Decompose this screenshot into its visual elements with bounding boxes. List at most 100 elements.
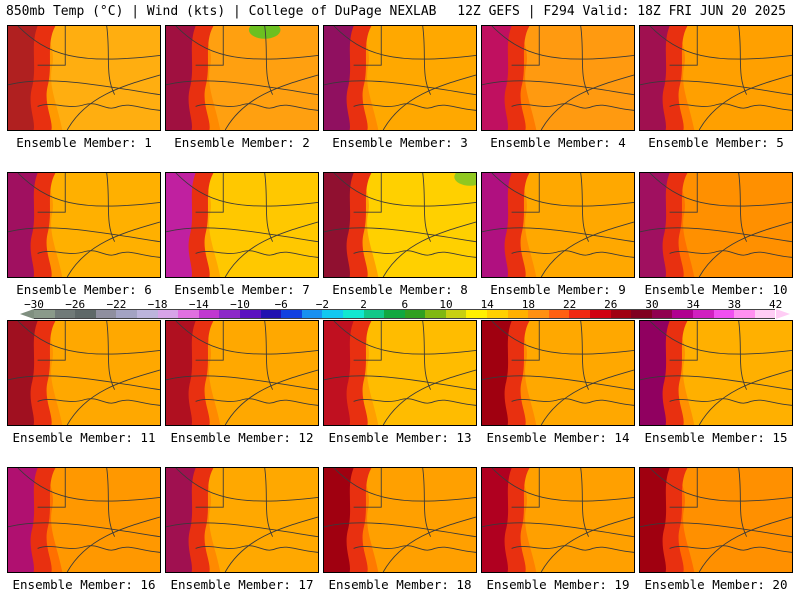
colorbar-min-arrow xyxy=(20,309,34,319)
ensemble-map-panel xyxy=(481,320,635,426)
colorbar-cell xyxy=(528,310,549,318)
colorbar-cell xyxy=(342,310,364,318)
colorbar-tick-label: −2 xyxy=(315,298,330,311)
colorbar-tick-label: −10 xyxy=(230,298,250,311)
colorbar-cell xyxy=(445,310,467,318)
temperature-map xyxy=(640,468,792,572)
colorbar-cell xyxy=(734,310,755,318)
colorbar-cell xyxy=(569,310,591,318)
ensemble-member-caption: Ensemble Member: 10 xyxy=(644,282,788,297)
ensemble-map-panel xyxy=(7,25,161,131)
ensemble-map-panel xyxy=(7,467,161,573)
colorbar-cell xyxy=(260,310,282,318)
ensemble-map-panel xyxy=(481,25,635,131)
colorbar-cell xyxy=(466,310,488,318)
ensemble-map-panel xyxy=(639,467,793,573)
ensemble-member-caption: Ensemble Member: 3 xyxy=(332,135,468,150)
ensemble-member-caption: Ensemble Member: 17 xyxy=(170,577,314,592)
temperature-map xyxy=(324,321,476,425)
temperature-map xyxy=(8,468,160,572)
temperature-map xyxy=(166,173,318,277)
colorbar-cell xyxy=(136,310,158,318)
colorbar-cell xyxy=(713,310,735,318)
colorbar-cell xyxy=(157,310,179,318)
temperature-colorbar: −30 −26 −22 −18 −14 −10 −6 −2 2 6 10 14 18 22 26 30 34 38… xyxy=(10,298,790,320)
ensemble-member-caption: Ensemble Member: 7 xyxy=(174,282,310,297)
colorbar-cell xyxy=(198,310,220,318)
colorbar-cell xyxy=(322,310,343,318)
ensemble-member-caption: Ensemble Member: 18 xyxy=(328,577,472,592)
ensemble-map-panel xyxy=(165,320,319,426)
colorbar-cell xyxy=(34,310,55,318)
temperature-map xyxy=(482,173,634,277)
colorbar-tick-label: 10 xyxy=(439,298,453,311)
ensemble-member-caption: Ensemble Member: 20 xyxy=(644,577,788,592)
colorbar-cell xyxy=(116,310,137,318)
temperature-map xyxy=(640,173,792,277)
colorbar-tick-label: 42 xyxy=(768,298,783,311)
ensemble-map-panel xyxy=(639,25,793,131)
temperature-map xyxy=(324,26,476,130)
ensemble-map-panel xyxy=(7,172,161,278)
temperature-map xyxy=(482,468,634,572)
ensemble-map-panel xyxy=(323,320,477,426)
ensemble-map-panel xyxy=(481,467,635,573)
ensemble-map-panel xyxy=(165,25,319,131)
colorbar-cell xyxy=(507,310,529,318)
temperature-map xyxy=(324,173,476,277)
colorbar-cell xyxy=(651,310,673,318)
temperature-map xyxy=(166,321,318,425)
colorbar-cell xyxy=(54,310,76,318)
colorbar-cell xyxy=(425,310,446,318)
colorbar-cell xyxy=(754,310,776,318)
colorbar-cell xyxy=(487,310,508,318)
colorbar-tick-label: 14 xyxy=(480,298,494,311)
ensemble-member-caption: Ensemble Member: 11 xyxy=(12,430,156,445)
colorbar-strip xyxy=(34,309,776,319)
ensemble-member-caption: Ensemble Member: 8 xyxy=(332,282,468,297)
ensemble-member-caption: Ensemble Member: 16 xyxy=(12,577,156,592)
ensemble-map-panel xyxy=(481,172,635,278)
colorbar-cell xyxy=(301,310,323,318)
colorbar-max-arrow xyxy=(775,309,790,319)
colorbar-cell xyxy=(590,310,611,318)
colorbar-cell xyxy=(610,310,632,318)
temperature-map xyxy=(8,26,160,130)
ensemble-member-caption: Ensemble Member: 1 xyxy=(16,135,152,150)
temperature-map xyxy=(640,26,792,130)
temperature-map xyxy=(482,26,634,130)
colorbar-tick-label: 22 xyxy=(562,298,577,311)
ensemble-member-caption: Ensemble Member: 12 xyxy=(170,430,314,445)
ensemble-member-caption: Ensemble Member: 5 xyxy=(648,135,784,150)
colorbar-cell xyxy=(548,310,570,318)
ensemble-member-caption: Ensemble Member: 9 xyxy=(490,282,626,297)
colorbar-cell xyxy=(631,310,652,318)
colorbar-tick-label: 2 xyxy=(360,298,367,311)
ensemble-map-panel xyxy=(323,25,477,131)
colorbar-tick-label: 30 xyxy=(645,298,659,311)
colorbar-tick-label: −6 xyxy=(274,298,288,311)
temperature-map xyxy=(166,468,318,572)
ensemble-member-caption: Ensemble Member: 14 xyxy=(486,430,630,445)
temperature-map xyxy=(166,26,318,130)
temperature-map xyxy=(640,321,792,425)
temperature-map xyxy=(8,321,160,425)
temperature-map xyxy=(482,321,634,425)
colorbar-tick-label: 6 xyxy=(401,298,409,311)
colorbar-tick-label: 34 xyxy=(686,298,700,311)
ensemble-map-panel xyxy=(323,467,477,573)
temperature-map xyxy=(8,173,160,277)
model-run-info: 12Z GEFS | F294 Valid: 18Z FRI JUN 20 20… xyxy=(457,4,786,19)
ensemble-member-caption: Ensemble Member: 13 xyxy=(328,430,472,445)
ensemble-map-panel xyxy=(639,320,793,426)
ensemble-member-caption: Ensemble Member: 4 xyxy=(490,135,626,150)
ensemble-member-caption: Ensemble Member: 15 xyxy=(644,430,788,445)
colorbar-cell xyxy=(281,310,302,318)
colorbar-cell xyxy=(178,310,199,318)
colorbar-cell xyxy=(239,310,261,318)
colorbar-cell xyxy=(95,310,117,318)
ensemble-member-caption: Ensemble Member: 6 xyxy=(16,282,152,297)
colorbar-cell xyxy=(75,310,96,318)
ensemble-member-caption: Ensemble Member: 2 xyxy=(174,135,310,150)
ensemble-map-panel xyxy=(165,172,319,278)
